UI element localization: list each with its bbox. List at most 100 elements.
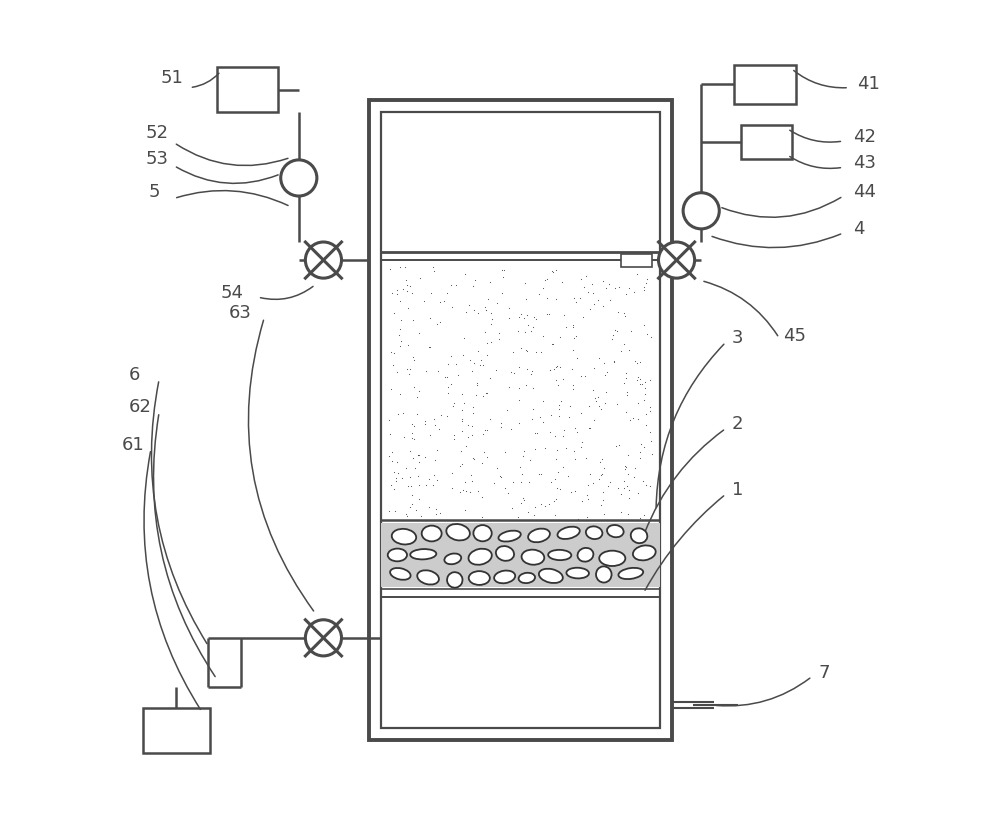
Point [602,475,618,488]
Point [595,485,611,499]
Point [616,338,632,351]
Point [528,345,544,358]
Point [526,508,542,522]
Point [443,278,459,291]
Point [400,479,416,492]
Point [618,461,634,474]
Point [425,479,441,492]
Point [593,403,609,416]
Point [432,507,448,520]
Point [525,382,541,395]
Point [417,414,433,428]
Point [579,511,595,524]
Point [411,455,427,468]
Point [416,294,432,307]
Point [484,312,500,325]
Point [548,452,564,466]
Point [402,501,418,514]
Point [552,330,568,344]
Point [460,419,476,432]
Point [479,386,495,400]
Text: 41: 41 [857,74,880,92]
Point [581,399,597,412]
Point [542,363,558,377]
Point [548,360,564,373]
Point [381,504,397,517]
Point [510,511,526,524]
Point [390,408,406,421]
Point [627,354,643,368]
Point [596,507,612,520]
Point [402,363,418,376]
Point [575,311,591,324]
Point [565,378,581,391]
Point [428,507,444,520]
Point [405,314,421,327]
Point [470,307,486,320]
Point [593,469,609,482]
Point [592,456,608,469]
Point [591,400,607,413]
Point [397,261,413,274]
Point [443,350,459,363]
Point [465,452,481,465]
Point [432,315,448,328]
Point [466,303,482,316]
Point [618,406,634,419]
Point [501,301,517,314]
Point [579,489,595,502]
Text: 2: 2 [732,415,743,433]
Ellipse shape [519,573,535,583]
Point [429,443,445,456]
Point [556,308,572,321]
Point [386,307,402,320]
Point [421,340,437,353]
Point [518,344,534,357]
Point [602,293,618,307]
Point [616,306,632,319]
Point [617,309,633,322]
Point [573,369,589,382]
Point [392,261,408,274]
Point [474,456,490,470]
Point [406,381,422,394]
Point [566,445,582,458]
Bar [143,708,210,753]
Point [520,319,536,332]
Point [625,411,641,424]
Point [558,442,574,455]
Point [399,284,415,297]
Point [489,461,505,475]
Point [400,301,416,314]
Point [518,379,534,392]
Point [468,389,484,402]
Point [405,350,421,363]
Point [398,461,414,475]
Point [516,494,532,507]
Point [458,306,474,319]
Point [395,406,411,419]
Point [482,413,498,426]
Point [477,424,493,437]
Point [639,273,655,286]
Point [524,364,540,377]
Point [401,368,417,381]
Point [588,395,604,408]
Text: 1: 1 [732,481,743,499]
Point [554,276,570,289]
Point [511,381,527,394]
Point [448,357,464,370]
Point [446,428,462,442]
Point [499,403,515,416]
Point [564,363,580,376]
Point [636,280,652,293]
Point [558,320,574,333]
Point [572,291,588,304]
Point [475,358,491,372]
Point [465,279,481,293]
Point [537,442,553,455]
Point [495,270,511,283]
Point [460,431,476,444]
Point [519,363,535,376]
Point [596,461,612,475]
